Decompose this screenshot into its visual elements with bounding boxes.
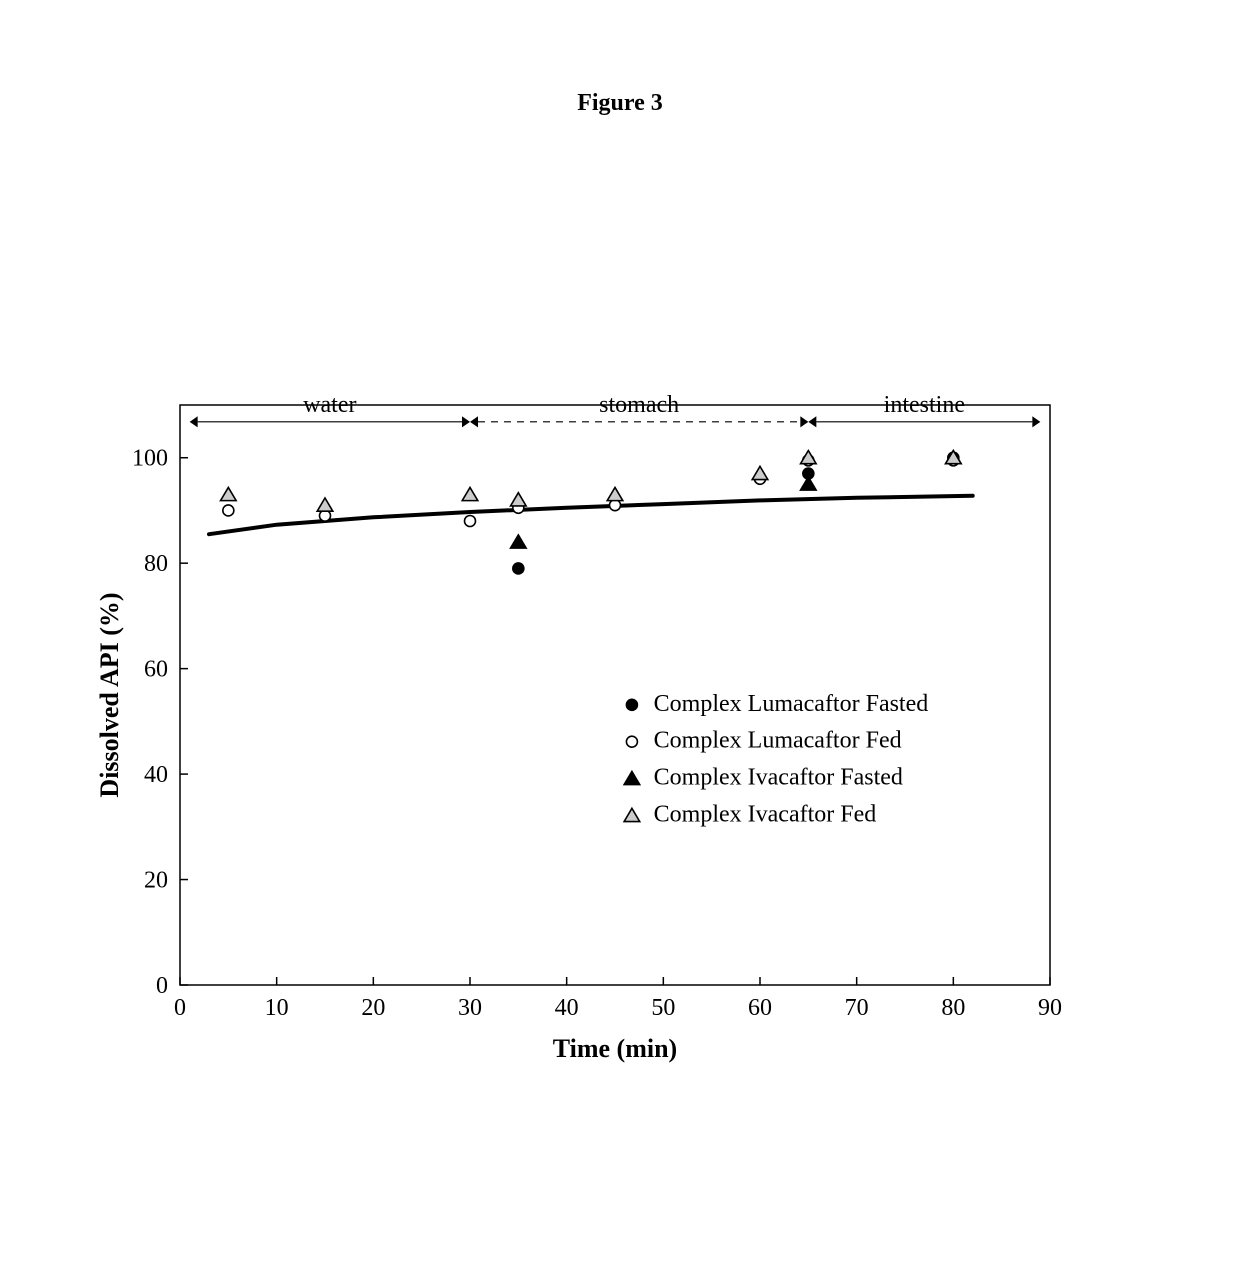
- x-axis-label: Time (min): [553, 1034, 677, 1063]
- region-label: stomach: [599, 392, 679, 418]
- x-tick-label: 0: [174, 995, 186, 1021]
- y-tick-label: 20: [144, 868, 168, 894]
- x-tick-label: 30: [458, 995, 482, 1021]
- x-tick-label: 70: [845, 995, 869, 1021]
- y-tick-label: 60: [144, 657, 168, 683]
- region-label: intestine: [884, 392, 965, 418]
- y-tick-label: 40: [144, 762, 168, 788]
- dissolution-scatter-chart: 0 10 20 30 40 50 60 70 80 90 0 20 40 60 80 100 Time (min…: [85, 375, 1085, 1075]
- region-label: water: [303, 392, 356, 418]
- chart-container: 0 10 20 30 40 50 60 70 80 90 0 20 40 60 80 100 Time (min…: [85, 375, 1085, 1075]
- legend-item-complex-lumacaftor-fed: [626, 736, 637, 747]
- x-tick-label: 10: [265, 995, 289, 1021]
- x-tick-label: 20: [361, 995, 385, 1021]
- page: { "figure": { "title": "Figure 3", "titl…: [0, 0, 1240, 1288]
- x-tick-label: 90: [1038, 995, 1062, 1021]
- legend-label: Complex Ivacaftor Fed: [654, 802, 877, 828]
- legend-item-complex-lumacaftor-fasted: [626, 699, 637, 710]
- legend-label: Complex Ivacaftor Fasted: [654, 765, 903, 791]
- y-tick-label: 0: [156, 973, 168, 999]
- legend-label: Complex Lumacaftor Fed: [654, 728, 902, 754]
- x-tick-label: 40: [555, 995, 579, 1021]
- y-tick-label: 80: [144, 551, 168, 577]
- x-tick-label: 60: [748, 995, 772, 1021]
- x-tick-label: 50: [651, 995, 675, 1021]
- y-tick-label: 100: [132, 446, 168, 472]
- figure-title: Figure 3: [0, 90, 1240, 117]
- y-axis-label: Dissolved API (%): [95, 592, 124, 797]
- legend-label: Complex Lumacaftor Fasted: [654, 691, 929, 717]
- x-tick-label: 80: [941, 995, 965, 1021]
